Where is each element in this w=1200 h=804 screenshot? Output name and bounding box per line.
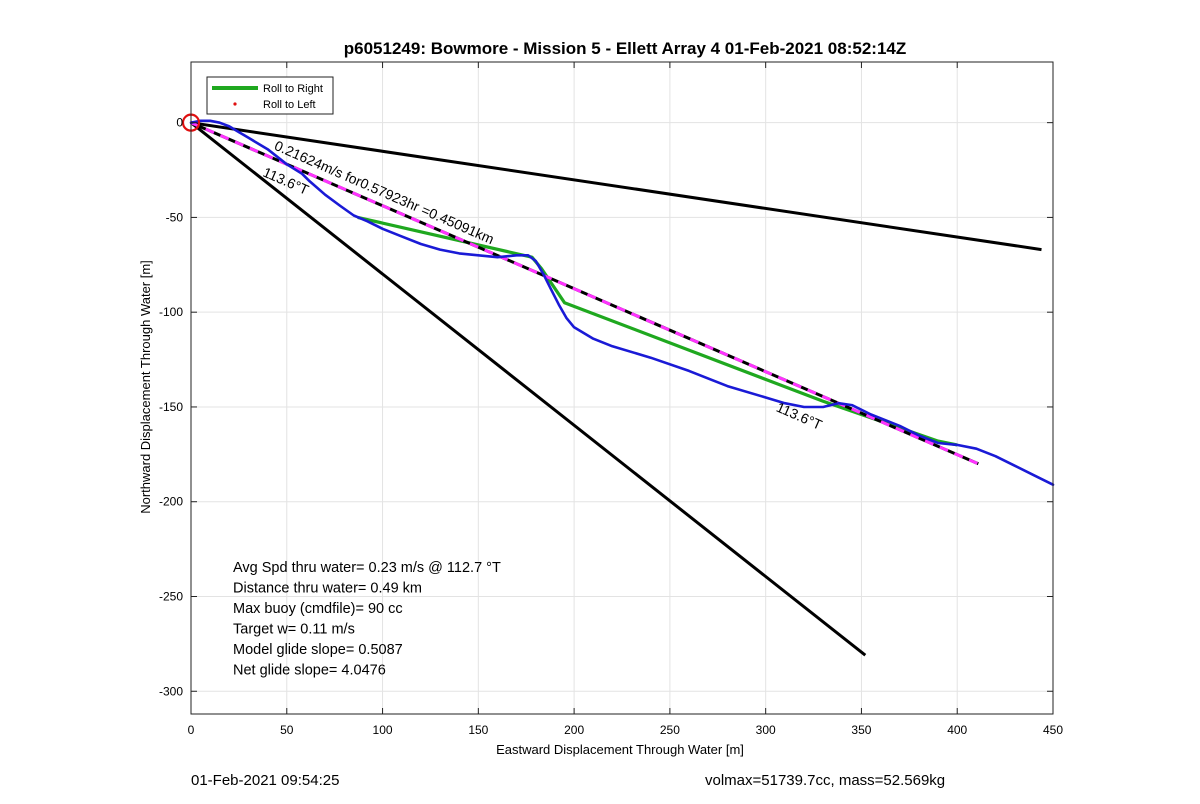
bound-lines xyxy=(190,121,1042,657)
stats-line: Net glide slope= 4.0476 xyxy=(233,663,386,679)
x-tick-label: 100 xyxy=(373,723,393,737)
y-axis-label: Northward Displacement Through Water [m] xyxy=(138,260,153,514)
x-tick-label: 350 xyxy=(851,723,871,737)
x-tick-label: 450 xyxy=(1043,723,1063,737)
stats-line: Max buoy (cmdfile)= 90 cc xyxy=(233,601,403,617)
average-line xyxy=(190,121,979,466)
grid xyxy=(190,62,1054,714)
y-tick-label: -50 xyxy=(166,210,184,224)
x-tick-label: 200 xyxy=(564,723,584,737)
footer-timestamp: 01-Feb-2021 09:54:25 xyxy=(191,772,340,789)
series-layer xyxy=(189,119,1055,487)
x-tick-label: 250 xyxy=(660,723,680,737)
x-tick-label: 150 xyxy=(468,723,488,737)
y-tick-label: -100 xyxy=(159,305,183,319)
ticks: 0 50 100 150 200 250 300 350 400 450 0 -50 -100 -150 -… xyxy=(159,62,1063,737)
track-line xyxy=(189,119,1055,487)
x-tick-label: 0 xyxy=(188,723,195,737)
x-tick-label: 400 xyxy=(947,723,967,737)
y-tick-label: -150 xyxy=(159,400,183,414)
x-tick-label: 50 xyxy=(280,723,294,737)
legend-roll-left-swatch xyxy=(233,102,237,106)
legend-label-roll-right: Roll to Right xyxy=(263,83,323,95)
chart-title: p6051249: Bowmore - Mission 5 - Ellett A… xyxy=(344,39,907,58)
stats-line: Distance thru water= 0.49 km xyxy=(233,581,422,597)
bound-line xyxy=(190,121,867,657)
stats-line: Avg Spd thru water= 0.23 m/s @ 112.7 °T xyxy=(233,560,501,576)
legend-label-roll-left: Roll to Left xyxy=(263,99,316,111)
stats-line: Model glide slope= 0.5087 xyxy=(233,642,403,658)
legend-box xyxy=(206,76,334,115)
stats-line: Target w= 0.11 m/s xyxy=(233,622,355,638)
legend: Roll to Right Roll to Left xyxy=(206,76,334,115)
x-axis-label: Eastward Displacement Through Water [m] xyxy=(496,742,744,757)
y-tick-label: -200 xyxy=(159,495,183,509)
y-tick-label: 0 xyxy=(176,116,183,130)
axes-box xyxy=(190,61,1054,715)
x-tick-label: 300 xyxy=(756,723,776,737)
stats-text: Avg Spd thru water= 0.23 m/s @ 112.7 °T D… xyxy=(233,560,501,679)
annotation-label: 113.6°T xyxy=(261,164,312,198)
annotation-label: 113.6°T xyxy=(774,399,825,433)
footer-mass-info: volmax=51739.7cc, mass=52.569kg xyxy=(705,772,946,789)
bound-line xyxy=(190,121,1042,252)
y-tick-label: -250 xyxy=(159,589,183,603)
y-tick-label: -300 xyxy=(159,684,183,698)
